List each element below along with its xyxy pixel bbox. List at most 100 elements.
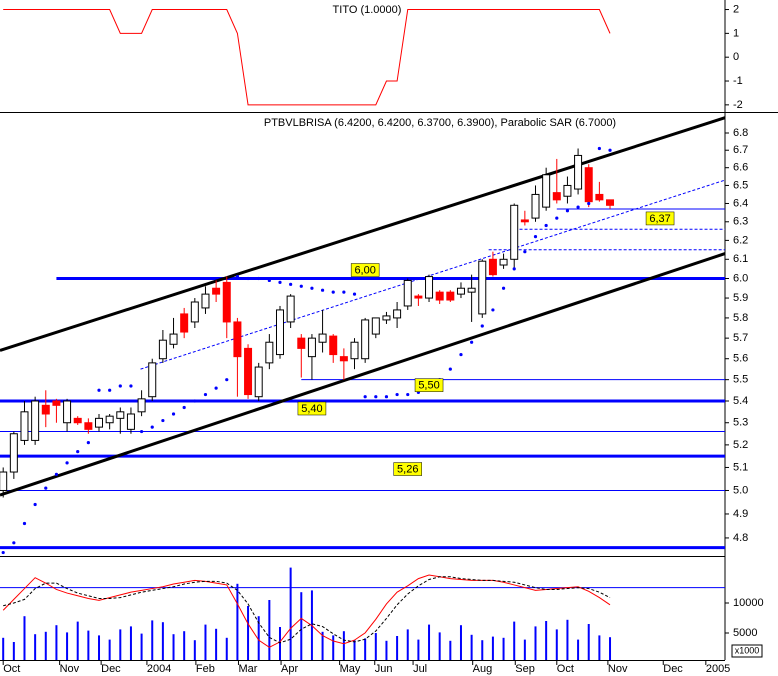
candle-body (105, 415, 114, 424)
candle-body (0, 471, 8, 491)
volume-bar (417, 639, 420, 660)
candle-body (403, 279, 412, 307)
volume-bar (374, 632, 377, 660)
sar-dot (22, 521, 27, 526)
x-tick-label: Oct (3, 663, 20, 675)
volume-bar (268, 599, 271, 660)
volume-bar (491, 636, 494, 660)
sar-dot (395, 392, 399, 397)
y-tick-label: 6.2 (733, 234, 748, 246)
sar-dot (555, 216, 559, 220)
level-label: 6,37 (649, 213, 670, 225)
sar-dot (33, 502, 37, 507)
price-title: PTBVLBRISA (6.4200, 6.4200, 6.3700, 6.39… (264, 117, 616, 129)
candle-body (169, 333, 178, 345)
volume-bar (215, 628, 218, 660)
candle-body (584, 167, 593, 203)
volume-bar (151, 620, 154, 660)
candle-body (435, 291, 444, 301)
sar-dot (139, 429, 144, 434)
candle-body (201, 293, 210, 309)
candle-body (126, 413, 135, 430)
indicator-line (3, 9, 611, 106)
volume-bar (44, 631, 47, 660)
candle-body (233, 321, 242, 358)
volume-bar (87, 630, 90, 660)
sar-dot (12, 541, 16, 545)
candle-body (329, 335, 338, 356)
unit-box (731, 644, 763, 658)
y-tick-label: 5.6 (733, 353, 748, 365)
y-tick-label: -2 (733, 99, 743, 111)
volume-bar (23, 616, 26, 660)
candle-body (478, 260, 487, 315)
sar-dot (76, 450, 80, 454)
y-tick-label: 5.4 (733, 395, 748, 407)
volume-bar (204, 624, 207, 660)
y-tick-label: 5.5 (733, 374, 748, 386)
volume-bar (140, 633, 143, 660)
candle-body (467, 287, 476, 293)
candle-body (297, 337, 306, 349)
sar-dot (118, 384, 122, 388)
trend-line (0, 116, 726, 352)
candle-body (552, 192, 561, 201)
candle-body (382, 315, 391, 321)
y-tick-label: 6.8 (733, 127, 748, 139)
candle-body (574, 154, 583, 190)
volume-bar (66, 632, 69, 660)
y-tick-label: 6.4 (733, 197, 748, 209)
x-tick-label: Aug (473, 663, 493, 675)
candle-body (190, 301, 199, 323)
x-tick-label: 2005 (706, 663, 730, 675)
y-tick-label: 5.7 (733, 332, 748, 344)
volume-bar (119, 629, 122, 660)
x-tick-label: Jun (375, 663, 393, 675)
sar-dot (182, 405, 186, 410)
x-tick-label: Dec (663, 663, 683, 675)
x-tick-label: 2004 (147, 663, 171, 675)
y-tick-label: 5.0 (733, 484, 748, 496)
volume-bar (555, 629, 558, 660)
volume-bar (523, 639, 526, 660)
x-tick-label: Oct (557, 663, 574, 675)
volume-bar (513, 621, 516, 660)
sar-dot (480, 324, 484, 328)
volume-bar (321, 631, 324, 660)
sar-dot (257, 276, 261, 281)
candle-body (510, 204, 519, 260)
volume-bar (449, 640, 452, 660)
sar-dot (214, 386, 218, 390)
sar-dot (597, 146, 601, 151)
sar-dot (384, 395, 389, 399)
sar-dot (331, 290, 335, 294)
sar-dot (54, 472, 59, 476)
sar-dot (501, 286, 506, 290)
sar-dot (608, 148, 612, 152)
y-tick-label: 0 (733, 51, 739, 63)
candle-body (222, 281, 231, 323)
level-label: 5,26 (397, 463, 418, 475)
sar-dot (523, 250, 527, 254)
candle-body (95, 417, 104, 428)
volume-bar (502, 637, 505, 660)
y-tick-label: 10000 (733, 597, 764, 609)
volume-bar (481, 640, 484, 660)
level-label-box (393, 462, 422, 476)
volume-bar (129, 626, 132, 660)
candle-body (116, 411, 125, 419)
volume-bar (300, 592, 303, 660)
candle-body (286, 295, 295, 323)
y-tick-label: 6.3 (733, 216, 748, 228)
candle-body (318, 333, 327, 343)
sar-dot (86, 441, 90, 445)
volume-bar (98, 635, 101, 660)
y-tick-label: 6.0 (733, 272, 748, 284)
level-label-box (350, 263, 380, 277)
candle-body (446, 291, 455, 301)
volume-bar (183, 631, 186, 660)
candle-body (425, 276, 434, 299)
volume-bar (428, 624, 431, 660)
